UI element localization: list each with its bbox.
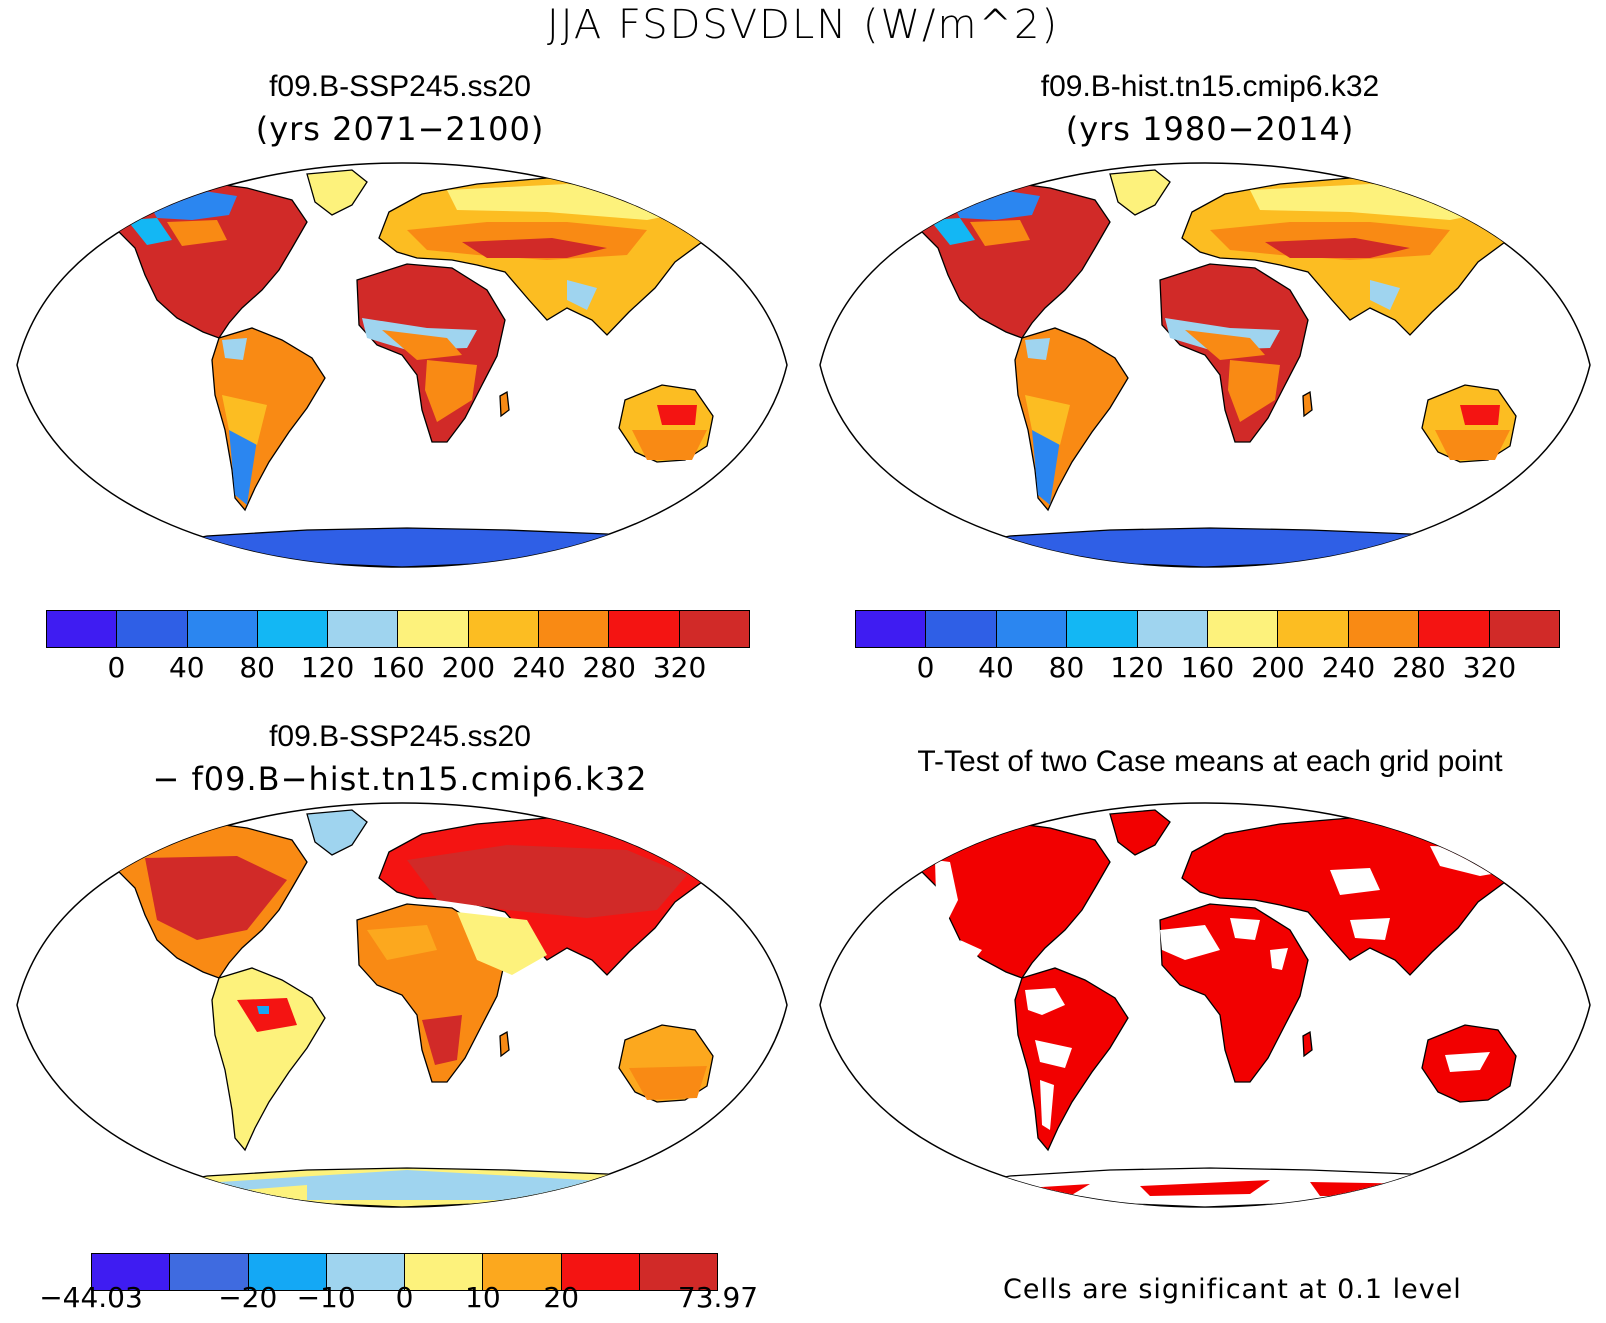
colorbar-tick-label: 280 [1392,651,1446,684]
land-madagascar [1302,390,1313,418]
colorbar-swatch [561,1254,640,1290]
land-nz [738,454,750,481]
land-madagascar [499,1030,510,1058]
colorbar-swatch [257,611,329,647]
colorbar-tick-label: 0 [107,651,126,684]
colorbar-swatch [1278,611,1349,647]
map-panel-ttest [819,802,1591,1208]
colorbar-swatch [483,1254,562,1290]
colorbar-swatch [996,611,1068,647]
colorbar-tick-label: 120 [300,651,355,684]
colorbar-swatch [1489,611,1560,647]
colorbar-swatch [248,1254,327,1290]
significance-note: Cells are significant at 0.1 level [1003,1274,1462,1305]
colorbar-tick-label: 120 [1110,651,1164,684]
panel-1-title: f09.B-SSP245.ss20 [269,70,531,103]
colorbar-swatch [117,611,188,647]
colorbar-swatch [1419,611,1490,647]
colorbar-swatch [187,611,258,647]
colorbar-panel-3-ticks: −44.03 −20 −10 0 10 20 73.97 [39,1281,758,1321]
colorbar-swatch [679,611,749,647]
land-madagascar [499,390,510,418]
colorbar-tick-label: 240 [1321,651,1376,684]
colorbar-tick-label: −20 [218,1281,278,1314]
colorbar-panel-2-ticks: 0 40 80 120 160 200 240 280 320 [855,651,1560,691]
land-nz [1541,454,1553,481]
colorbar-panel-2 [855,610,1560,648]
colorbar-panel-1-ticks: 0 40 80 120 160 200 240 280 320 [46,651,750,691]
colorbar-swatch [856,611,927,647]
panel-2-subtitle: (yrs 1980−2014) [1065,110,1355,148]
map-panel-difference [16,802,788,1208]
map-panel-ssp245 [16,162,788,568]
panel-4-title: T-Test of two Case means at each grid po… [917,745,1503,778]
colorbar-tick-label: 40 [978,651,1014,684]
land-samerica [211,967,326,1152]
land-greenland [1109,809,1171,856]
panel-1-subtitle: (yrs 2071−2100) [255,110,545,148]
colorbar-tick-label: 200 [1251,651,1305,684]
colorbar-tick-label: 240 [512,651,566,684]
land-eurasia [1181,817,1521,976]
colorbar-tick-label: 10 [465,1281,501,1314]
colorbar-swatch [539,611,610,647]
colorbar-swatch [1137,611,1209,647]
colorbar-swatch [170,1254,249,1290]
colorbar-panel-1 [46,610,750,648]
colorbar-swatch [398,611,469,647]
colorbar-tick-label: 280 [582,651,636,684]
colorbar-swatch [609,611,680,647]
colorbar-tick-label: 40 [168,651,205,684]
colorbar-swatch [639,1254,717,1290]
colorbar-swatch [926,611,997,647]
land-greenland [306,809,368,856]
colorbar-tick-label: 80 [1048,651,1085,684]
colorbar-tick-label: 80 [239,651,276,684]
colorbar-swatch [47,611,118,647]
land-nz [1541,1094,1553,1121]
land-greenland [306,169,368,216]
panel-3-title: f09.B-SSP245.ss20 [269,720,531,753]
colorbar-tick-label: 160 [1180,651,1235,684]
colorbar-tick-label: 20 [543,1281,580,1314]
colorbar-tick-label: 0 [395,1281,414,1314]
map-panel-hist [819,162,1591,568]
colorbar-swatch [405,1254,484,1290]
land-nz [738,1094,750,1121]
colorbar-swatch [326,1254,405,1290]
colorbar-tick-label: 0 [916,651,935,684]
colorbar-tick-label: 73.97 [677,1281,759,1314]
panel-3-subtitle: − f09.B−hist.tn15.cmip6.k32 [152,760,648,798]
colorbar-panel-3 [91,1253,718,1291]
colorbar-swatch [468,611,540,647]
colorbar-tick-label: 200 [441,651,496,684]
colorbar-swatch [1348,611,1420,647]
figure-title: JJA FSDSVDLN (W/m^2) [546,2,1060,48]
colorbar-swatch [92,1254,171,1290]
land-madagascar [1302,1030,1313,1058]
colorbar-tick-label: 320 [1462,651,1517,684]
land-greenland [1109,169,1171,216]
colorbar-tick-label: −10 [296,1281,356,1314]
colorbar-tick-label: 160 [371,651,425,684]
colorbar-tick-label: 320 [652,651,707,684]
colorbar-swatch [1067,611,1138,647]
colorbar-tick-label: −44.03 [39,1281,143,1314]
colorbar-swatch [1208,611,1279,647]
panel-2-title: f09.B-hist.tn15.cmip6.k32 [1040,70,1380,103]
colorbar-swatch [328,611,399,647]
